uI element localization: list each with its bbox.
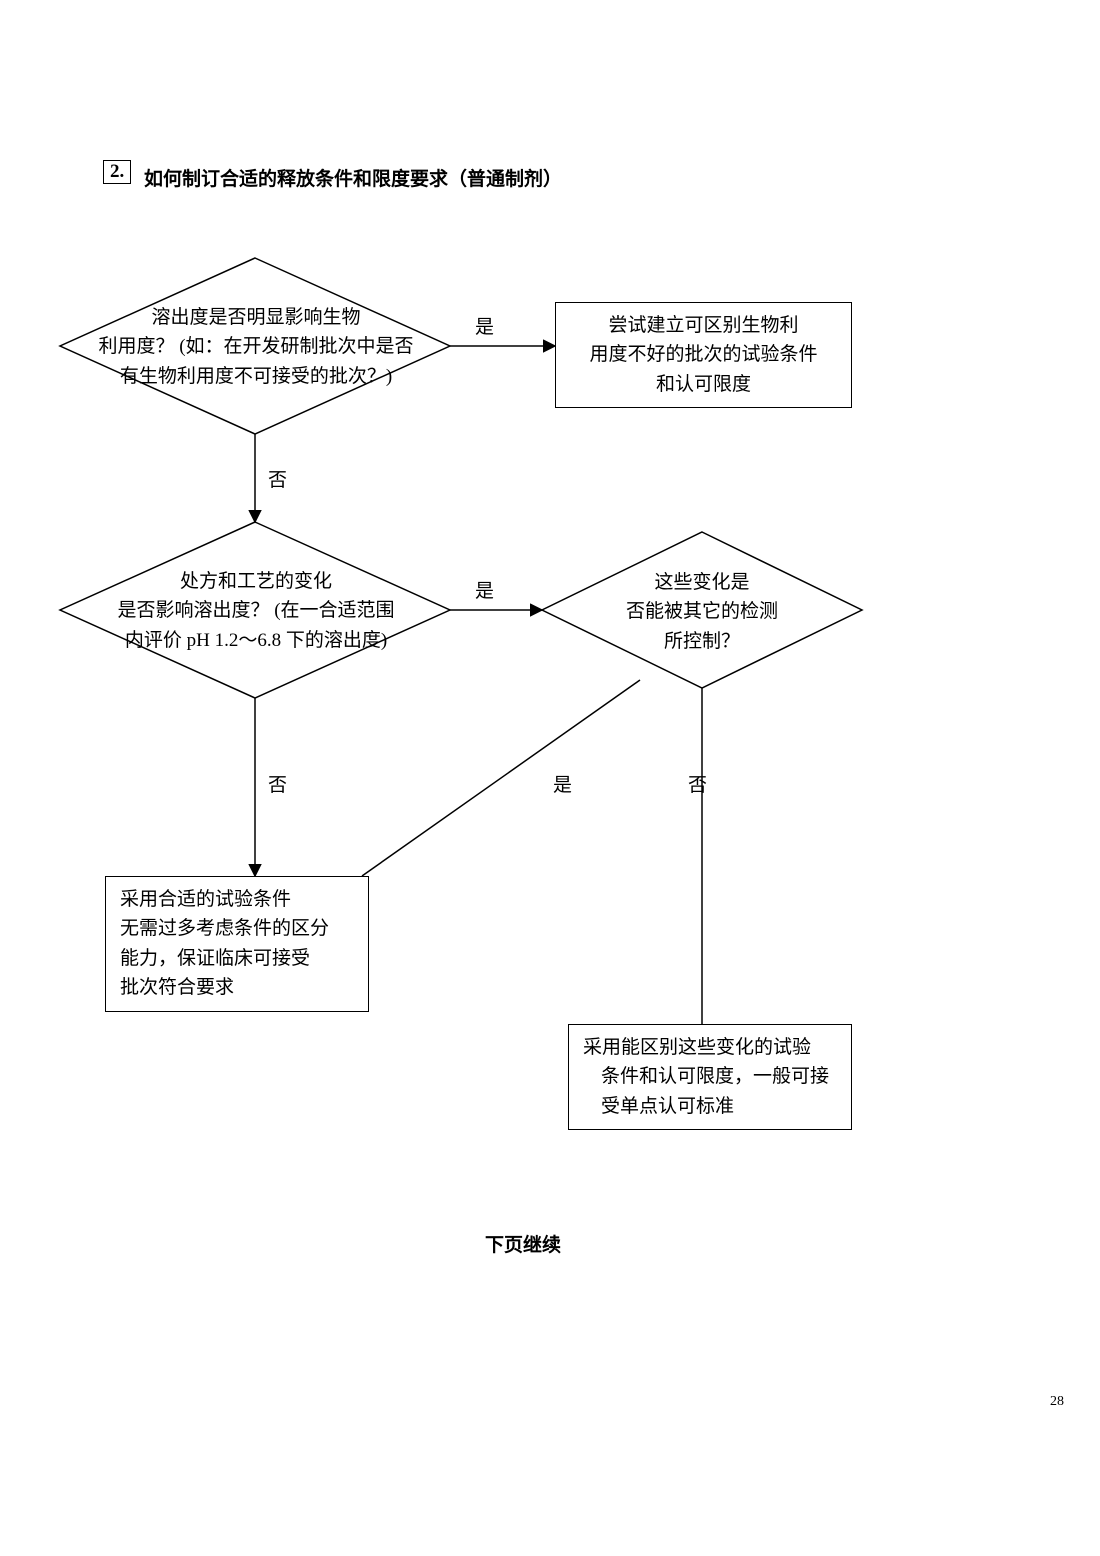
continue-next-page: 下页继续: [485, 1230, 561, 1257]
process-2-line-1: 无需过多考虑条件的区分: [120, 914, 354, 943]
process-2-line-0: 采用合适的试验条件: [120, 885, 354, 914]
process-3-line-1: 条件和认可限度，一般可接: [583, 1062, 837, 1091]
process-2-line-3: 批次符合要求: [120, 973, 354, 1002]
decision-2-line-1: 是否影响溶出度？ (在一合适范围: [95, 596, 417, 625]
edge-label-no-2: 否: [268, 770, 287, 797]
decision-1-line-2: 有生物利用度不可接受的批次？): [90, 362, 422, 391]
process-3-line-0: 采用能区别这些变化的试验: [583, 1033, 837, 1062]
process-1: 尝试建立可区别生物利 用度不好的批次的试验条件 和认可限度: [555, 302, 852, 408]
decision-1-text: 溶出度是否明显影响生物 利用度？ (如：在开发研制批次中是否 有生物利用度不可接…: [90, 303, 422, 391]
edge-label-no-3: 否: [688, 770, 707, 797]
decision-3-text: 这些变化是 否能被其它的检测 所控制？: [590, 568, 814, 656]
decision-2-line-2: 内评价 pH 1.2～6.8 下的溶出度): [95, 626, 417, 655]
decision-3-line-0: 这些变化是: [590, 568, 814, 597]
decision-3-line-1: 否能被其它的检测: [590, 597, 814, 626]
decision-1-line-0: 溶出度是否明显影响生物: [90, 303, 422, 332]
page-root: 2. 如何制订合适的释放条件和限度要求（普通制剂） 溶出度是否明显影响生物 利用…: [0, 0, 1100, 1556]
process-3-line-2: 受单点认可标准: [583, 1092, 837, 1121]
page-number: 28: [1050, 1394, 1064, 1410]
process-1-line-2: 和认可限度: [570, 370, 837, 399]
process-1-line-1: 用度不好的批次的试验条件: [570, 340, 837, 369]
edge-label-yes-2: 是: [475, 576, 494, 603]
flowchart-svg: [0, 0, 1100, 1556]
edge-label-yes-3: 是: [553, 770, 572, 797]
process-2-line-2: 能力，保证临床可接受: [120, 944, 354, 973]
edge-label-yes-1: 是: [475, 312, 494, 339]
decision-2-text: 处方和工艺的变化 是否影响溶出度？ (在一合适范围 内评价 pH 1.2～6.8…: [95, 567, 417, 655]
decision-3-line-2: 所控制？: [590, 627, 814, 656]
decision-1-line-1: 利用度？ (如：在开发研制批次中是否: [90, 332, 422, 361]
process-1-line-0: 尝试建立可区别生物利: [570, 311, 837, 340]
edge-d3-rect2: [362, 680, 640, 876]
process-2: 采用合适的试验条件 无需过多考虑条件的区分 能力，保证临床可接受 批次符合要求: [105, 876, 369, 1012]
edge-label-no-1: 否: [268, 465, 287, 492]
decision-2-line-0: 处方和工艺的变化: [95, 567, 417, 596]
process-3: 采用能区别这些变化的试验 条件和认可限度，一般可接 受单点认可标准: [568, 1024, 852, 1130]
